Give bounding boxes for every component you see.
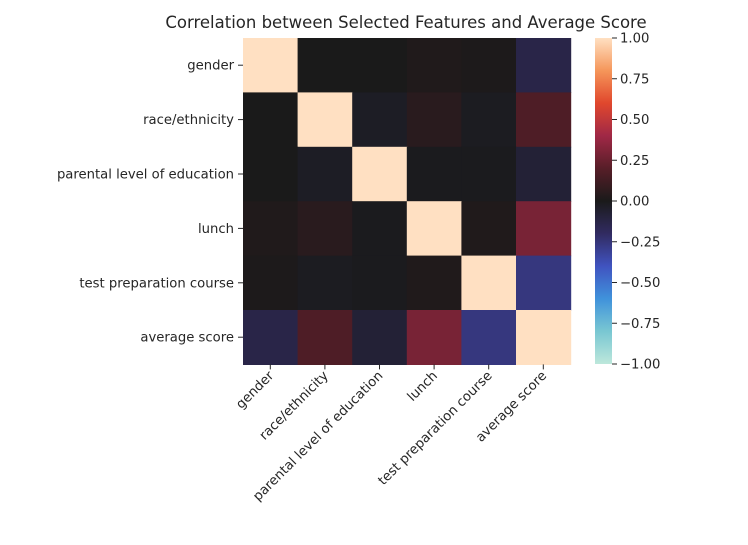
y-tick-label: gender (187, 59, 234, 74)
heatmap-cell (461, 38, 517, 93)
heatmap-cell (297, 255, 353, 311)
colorbar-tick-label: 1.00 (620, 32, 649, 47)
y-tick-label: parental level of education (57, 168, 234, 183)
colorbar: 1.00 0.75 0.50 0.25 0.00 −0.25 −0.50 −0.75 −1.00 (595, 32, 660, 373)
heatmap-cell (516, 146, 572, 202)
heatmap-cell (352, 92, 408, 148)
colorbar-tick-label: 0.00 (620, 195, 649, 210)
heatmap-cell (406, 146, 462, 202)
heatmap-cell (243, 310, 299, 365)
colorbar-gradient (595, 38, 612, 364)
colorbar-tick-label: 0.75 (620, 72, 649, 87)
heatmap-cell (297, 92, 353, 148)
heatmap-cell (243, 146, 299, 202)
colorbar-tick-label: −1.00 (620, 358, 660, 373)
heatmap-cell (406, 255, 462, 311)
heatmap-cell (352, 310, 408, 365)
colorbar-tick-label: 0.25 (620, 154, 649, 169)
heatmap-cell (461, 201, 517, 257)
heatmap-cell (406, 38, 462, 93)
heatmap-cell (352, 201, 408, 257)
heatmap-cell (516, 255, 572, 311)
colorbar-tick-label: −0.25 (620, 235, 660, 250)
heatmap-cells (243, 38, 572, 365)
heatmap-cell (297, 201, 353, 257)
colorbar-tick-label: 0.50 (620, 113, 649, 128)
heatmap-cell (243, 255, 299, 311)
heatmap-cell (243, 201, 299, 257)
colorbar-tick-label: −0.75 (620, 317, 660, 332)
heatmap-cell (406, 201, 462, 257)
heatmap-cell (352, 255, 408, 311)
heatmap-cell (461, 310, 517, 365)
heatmap-cell (352, 38, 408, 93)
colorbar-tick-label: −0.50 (620, 276, 660, 291)
heatmap-cell (297, 310, 353, 365)
heatmap-cell (243, 92, 299, 148)
y-axis-ticks: gender race/ethnicity parental level of ed… (57, 59, 243, 346)
heatmap-cell (461, 255, 517, 311)
heatmap-cell (297, 38, 353, 93)
heatmap-cell (297, 146, 353, 202)
heatmap-cell (243, 38, 299, 93)
heatmap-cell (516, 201, 572, 257)
y-tick-label: lunch (198, 222, 234, 237)
heatmap-cell (406, 92, 462, 148)
x-tick-label: test preparation course (376, 369, 496, 489)
heatmap-cell (406, 310, 462, 365)
heatmap-cell (516, 310, 572, 365)
x-tick-label: gender (233, 368, 277, 412)
chart-title: Correlation between Selected Features an… (165, 13, 646, 32)
y-tick-label: test preparation course (79, 276, 234, 291)
y-tick-label: race/ethnicity (143, 113, 234, 128)
heatmap-cell (461, 146, 517, 202)
heatmap-cell (461, 92, 517, 148)
heatmap-cell (352, 146, 408, 202)
x-tick-label: lunch (405, 369, 441, 405)
y-tick-label: average score (140, 331, 234, 346)
heatmap-cell (516, 38, 572, 93)
heatmap-cell (516, 92, 572, 148)
